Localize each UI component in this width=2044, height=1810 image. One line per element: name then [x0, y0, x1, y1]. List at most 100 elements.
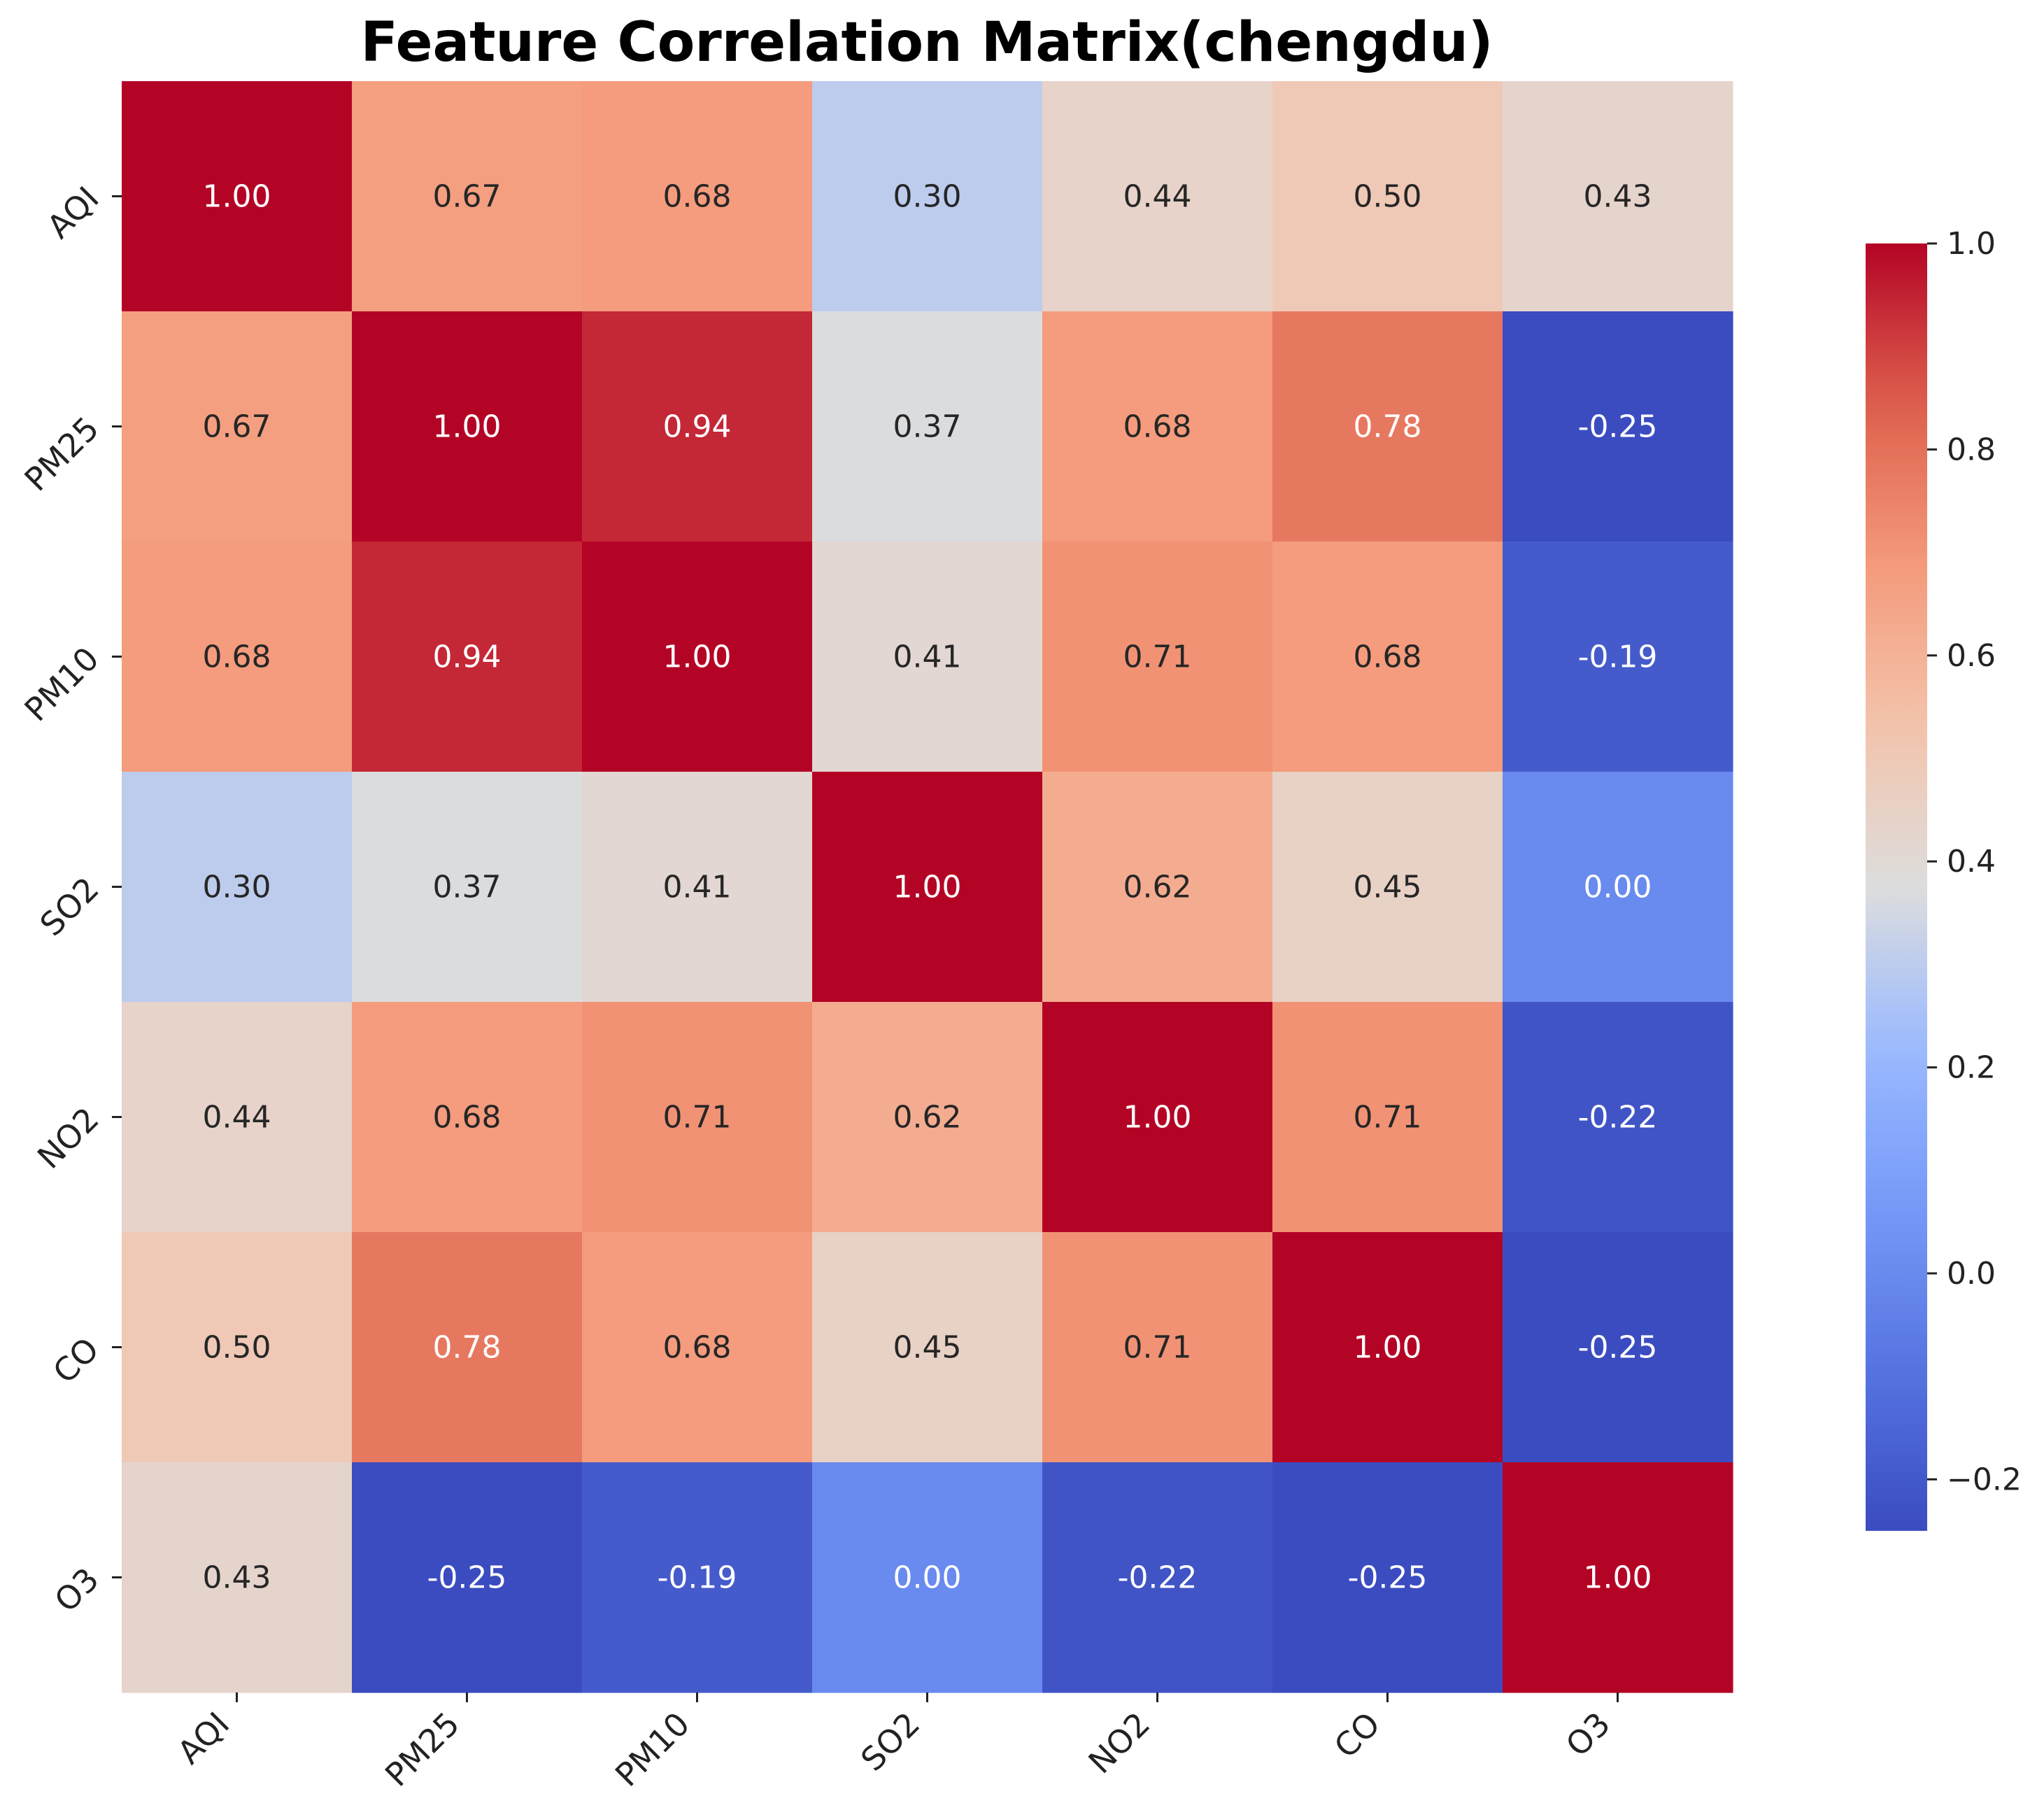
cell-value-label: 0.44 [203, 1100, 271, 1136]
cell-value-label: -0.19 [1578, 639, 1658, 675]
y-tick-label-no2: NO2 [30, 1100, 106, 1176]
cell-value-label: 0.30 [893, 179, 962, 215]
cell-value-label: 0.67 [203, 409, 271, 445]
heatmap-cell-o3-no2 [1042, 1462, 1273, 1693]
cell-value-label: 0.45 [1354, 870, 1422, 905]
heatmap-cell-pm25-o3 [1503, 311, 1733, 542]
heatmap-cell-co-so2 [812, 1232, 1043, 1463]
cell-value-label: 0.68 [1123, 409, 1192, 445]
heatmap-cell-so2-so2 [812, 772, 1043, 1003]
heatmap-cell-no2-co [1272, 1002, 1503, 1233]
chart-title: Feature Correlation Matrix(chengdu) [360, 11, 1493, 74]
cell-value-label: 0.62 [893, 1100, 962, 1136]
heatmap-cell-o3-pm10 [582, 1462, 813, 1693]
heatmap-cell-co-aqi [122, 1232, 353, 1463]
x-tick-label-aqi: AQI [170, 1705, 236, 1772]
heatmap-cell-so2-aqi [122, 772, 353, 1003]
heatmap-cell-no2-pm25 [352, 1002, 583, 1233]
heatmap-cell-no2-so2 [812, 1002, 1043, 1233]
heatmap-cell-so2-no2 [1042, 772, 1273, 1003]
cell-value-label: 0.00 [893, 1560, 962, 1596]
heatmap-cell-o3-o3 [1503, 1462, 1733, 1693]
cell-value-label: -0.25 [1578, 1330, 1658, 1366]
heatmap-cell-pm25-aqi [122, 311, 353, 542]
heatmap-cell-pm25-so2 [812, 311, 1043, 542]
heatmap-cell-aqi-pm10 [582, 81, 813, 312]
heatmap-cell-aqi-co [1272, 81, 1503, 312]
heatmap-cell-pm10-aqi [122, 542, 353, 772]
heatmap-cell-aqi-pm25 [352, 81, 583, 312]
heatmap-cell-aqi-no2 [1042, 81, 1273, 312]
heatmap-cell-no2-aqi [122, 1002, 353, 1233]
cell-value-label: 0.50 [203, 1330, 271, 1366]
heatmap-cell-pm10-so2 [812, 542, 1043, 772]
colorbar-tick-label: 0.6 [1947, 638, 1996, 674]
cell-value-label: -0.25 [1578, 409, 1658, 445]
heatmap-cell-o3-aqi [122, 1462, 353, 1693]
cell-value-label: 0.68 [433, 1100, 502, 1136]
heatmap-cell-so2-pm10 [582, 772, 813, 1003]
cell-value-label: 1.00 [893, 870, 962, 905]
colorbar-tick-label: −0.2 [1947, 1462, 2022, 1497]
x-tick-label-pm10: PM10 [608, 1705, 697, 1794]
cell-value-label: -0.25 [1348, 1560, 1428, 1596]
cell-value-label: 0.68 [663, 1330, 732, 1366]
heatmap-cell-o3-pm25 [352, 1462, 583, 1693]
cell-value-label: 0.68 [203, 639, 271, 675]
heatmap-cell-so2-pm25 [352, 772, 583, 1003]
heatmap-cell-no2-o3 [1503, 1002, 1733, 1233]
cell-value-label: 0.50 [1354, 179, 1422, 215]
cell-value-label: 0.71 [663, 1100, 732, 1136]
heatmap-cell-co-pm25 [352, 1232, 583, 1463]
cell-value-label: 0.67 [433, 179, 502, 215]
colorbar-tick-label: 0.4 [1947, 844, 1996, 879]
heatmap-cell-pm10-co [1272, 542, 1503, 772]
heatmap-cell-aqi-o3 [1503, 81, 1733, 312]
cell-value-label: 0.37 [893, 409, 962, 445]
heatmap-cell-pm25-pm25 [352, 311, 583, 542]
cell-value-label: 1.00 [1123, 1100, 1192, 1136]
heatmap-cell-pm25-no2 [1042, 311, 1273, 542]
heatmap-cell-so2-o3 [1503, 772, 1733, 1003]
cell-value-label: 0.68 [1354, 639, 1422, 675]
heatmap-cell-co-pm10 [582, 1232, 813, 1463]
cell-value-label: 0.41 [893, 639, 962, 675]
cell-value-label: 0.41 [663, 870, 732, 905]
colorbar-tick-label: 1.0 [1947, 226, 1996, 262]
y-tick-label-pm10: PM10 [17, 639, 106, 728]
cell-value-label: 0.94 [433, 639, 502, 675]
heatmap-cell-pm10-pm10 [582, 542, 813, 772]
x-tick-label-o3: O3 [1559, 1705, 1617, 1764]
heatmap-cell-no2-no2 [1042, 1002, 1273, 1233]
colorbar: 1.0 0.8 0.6 0.4 0.2 0.0 −0.2 [1866, 226, 2022, 1531]
colorbar-gradient [1866, 243, 1927, 1531]
x-tick-label-co: CO [1327, 1705, 1387, 1765]
cell-value-label: 0.78 [433, 1330, 502, 1366]
cell-value-label: 0.78 [1354, 409, 1422, 445]
x-tick-label-pm25: PM25 [378, 1705, 467, 1794]
cell-value-label: 0.30 [203, 870, 271, 905]
heatmap-cell-co-no2 [1042, 1232, 1273, 1463]
cell-value-label: -0.25 [427, 1560, 507, 1596]
cell-value-label: 1.00 [1584, 1560, 1652, 1596]
heatmap-cell-aqi-aqi [122, 81, 353, 312]
cell-value-label: 0.71 [1123, 639, 1192, 675]
heatmap-cell-pm10-pm25 [352, 542, 583, 772]
heatmap-cell-o3-so2 [812, 1462, 1043, 1693]
cell-value-label: 0.94 [663, 409, 732, 445]
colorbar-tick-label: 0.8 [1947, 432, 1996, 467]
heatmap-cell-o3-co [1272, 1462, 1503, 1693]
cell-value-label: -0.22 [1118, 1560, 1198, 1596]
cell-value-label: 0.68 [663, 179, 732, 215]
y-tick-label-aqi: AQI [40, 179, 106, 246]
colorbar-tick-label: 0.0 [1947, 1256, 1996, 1292]
cell-value-label: 0.62 [1123, 870, 1192, 905]
cell-value-label: 1.00 [203, 179, 271, 215]
y-tick-label-co: CO [45, 1330, 106, 1390]
heatmap-cell-pm10-no2 [1042, 542, 1273, 772]
x-tick-label-no2: NO2 [1081, 1705, 1157, 1781]
cell-value-label: 0.43 [203, 1560, 271, 1596]
cell-value-label: 0.71 [1123, 1330, 1192, 1366]
x-tick-label-so2: SO2 [853, 1705, 927, 1779]
